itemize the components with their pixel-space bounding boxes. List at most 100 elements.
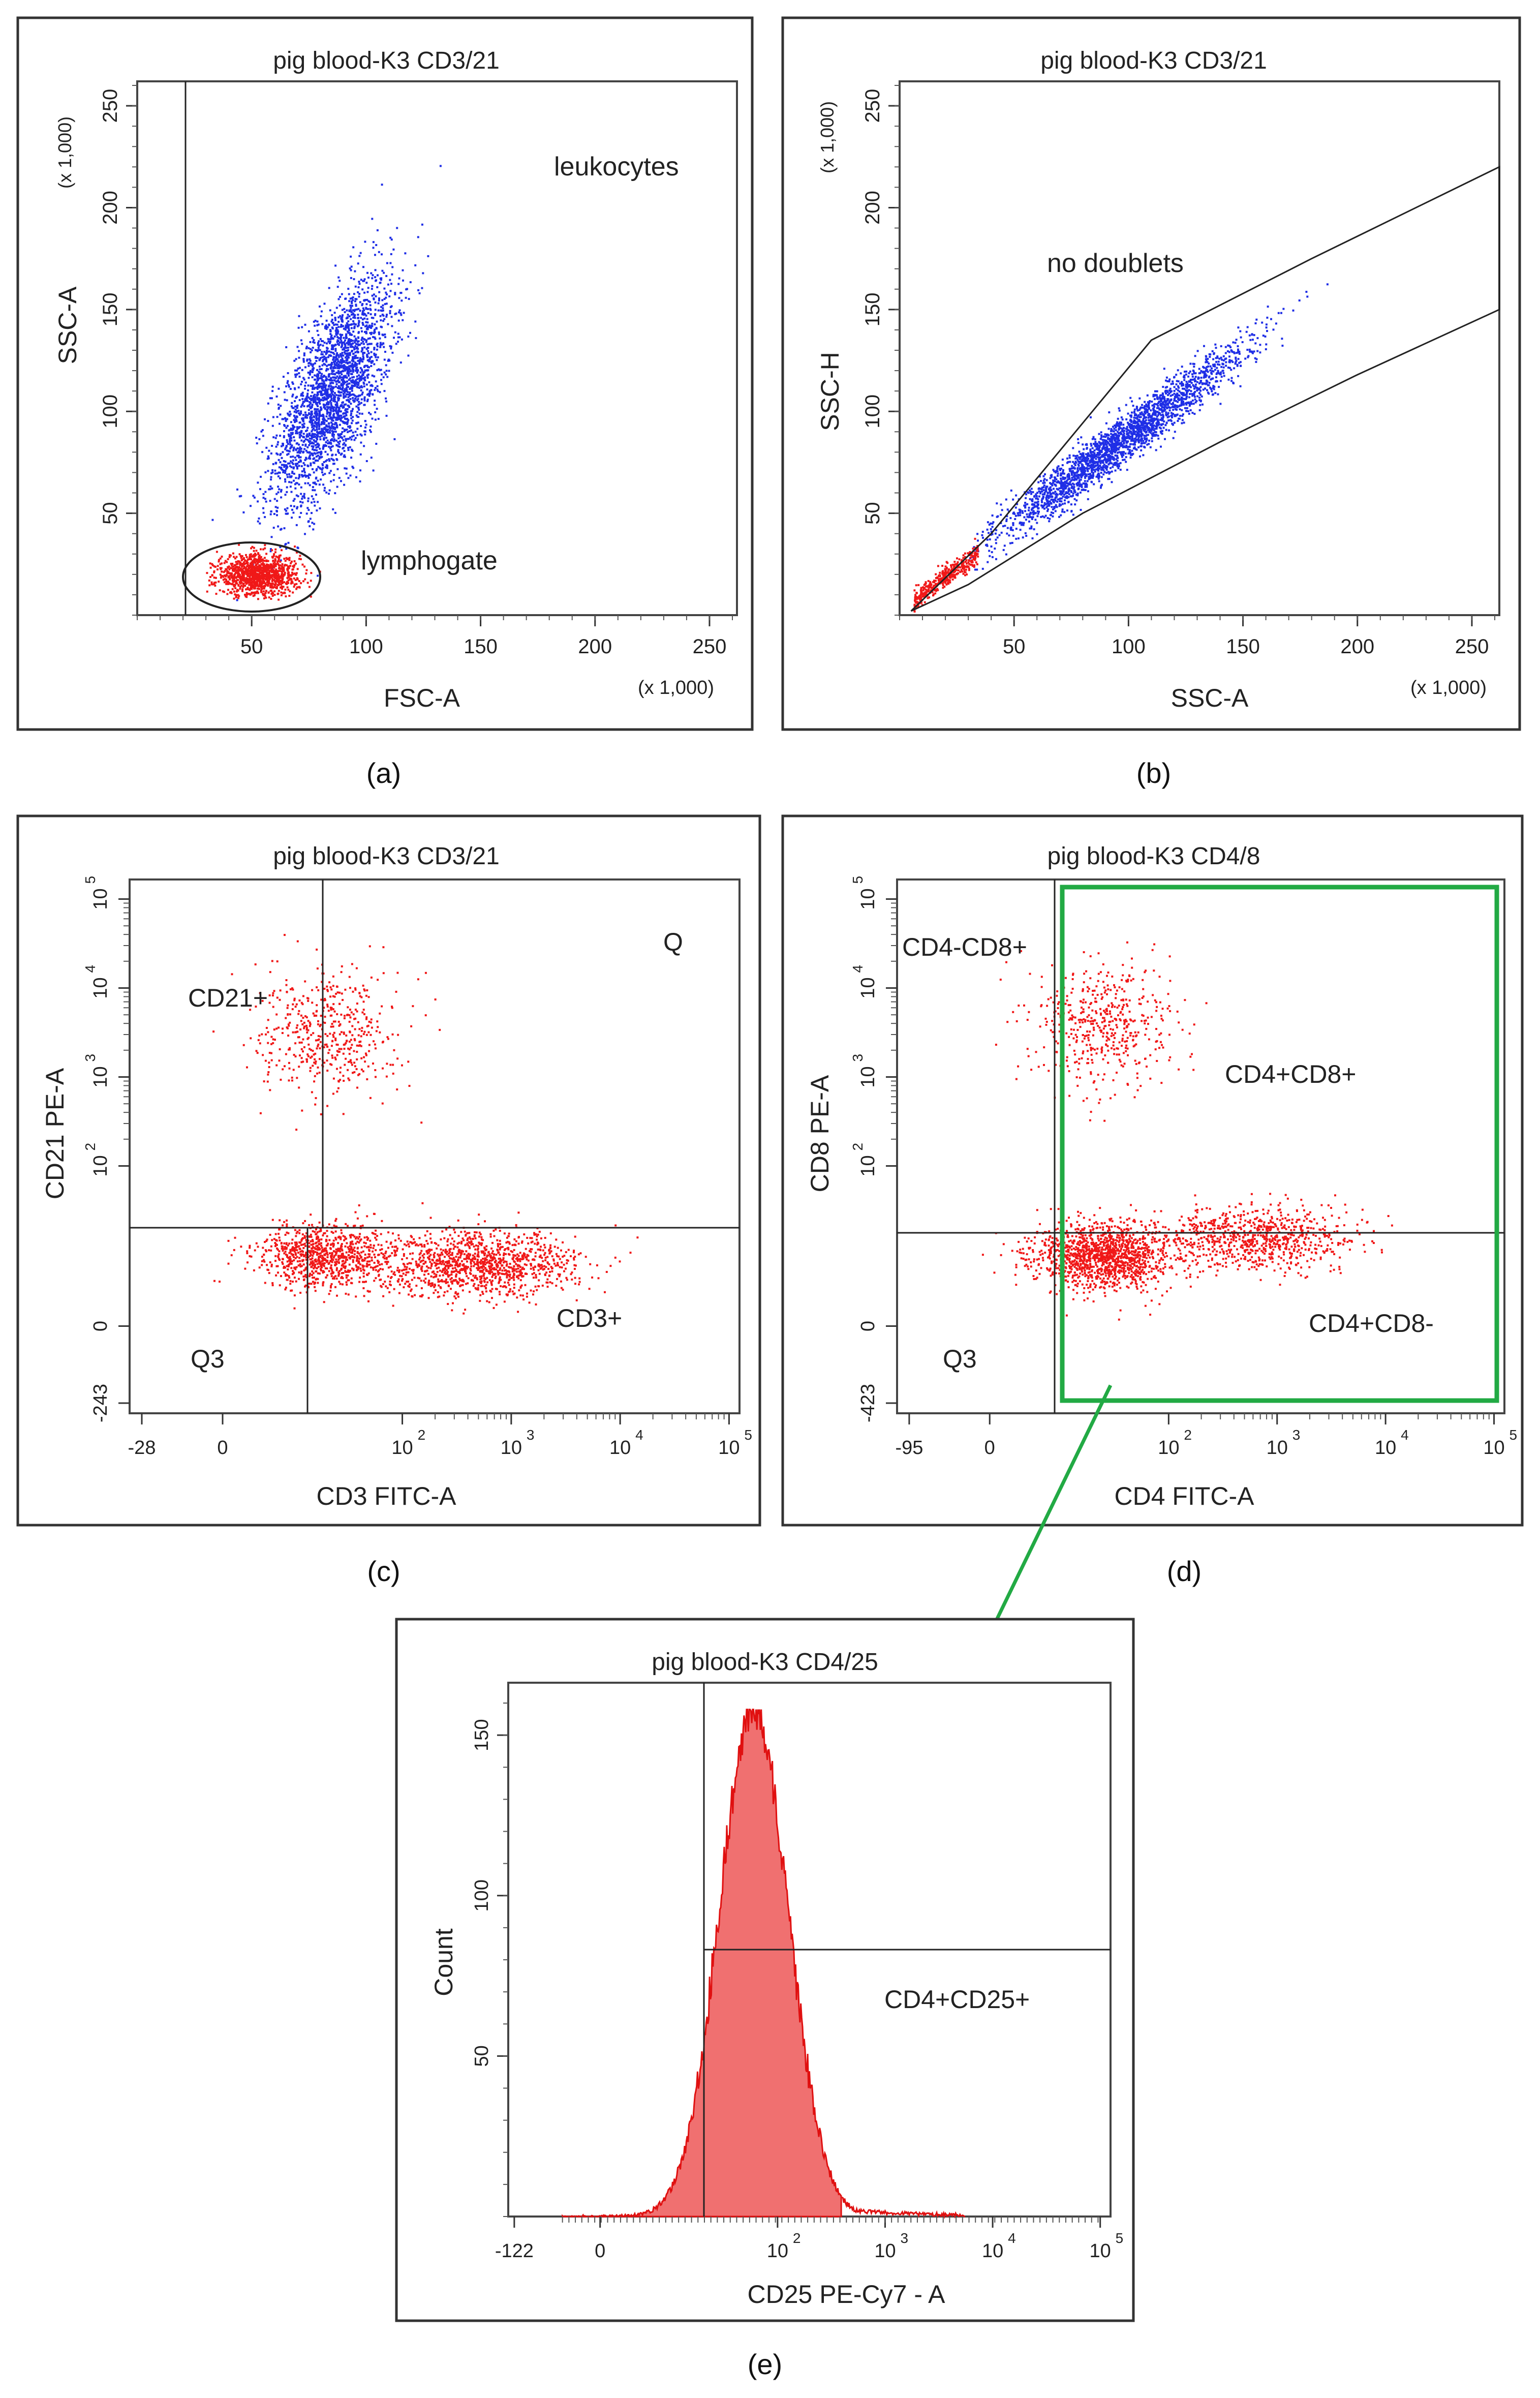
event-dot-leukocyte (331, 362, 333, 364)
event-dot-leukocyte (357, 384, 359, 386)
event-dot-leukocyte (300, 460, 302, 462)
event-dot-leukocyte (357, 407, 359, 409)
event-dot-leukocyte (362, 318, 364, 320)
event-dot-leukocyte (364, 365, 366, 367)
event-dot-leukocyte (366, 272, 368, 274)
event-dot-lymphocyte (215, 582, 217, 584)
event-dot-singlet (1145, 441, 1147, 443)
event-dot-leukocyte (336, 380, 338, 382)
event-dot-singlet (1179, 408, 1181, 410)
event-dot-singlet (1223, 359, 1225, 361)
event-dot-lymphocyte (225, 579, 227, 581)
event-dot-leukocyte (308, 520, 310, 522)
event-dot-lymphocyte (296, 572, 298, 574)
event-dot-leukocyte (314, 505, 316, 507)
event-dot-singlet (1206, 389, 1208, 391)
event-dot-leukocyte (356, 372, 358, 374)
event-dot-lymphocyte (257, 573, 259, 575)
event-dot-singlet (1095, 458, 1097, 460)
event-dot-leukocyte (282, 443, 284, 445)
event-dot-leukocyte (337, 337, 340, 339)
event-dot-leukocyte (372, 295, 374, 297)
event-dot-leukocyte (293, 505, 295, 507)
event-dot-leukocyte (389, 237, 391, 239)
event-dot-leukocyte (363, 338, 365, 340)
event-dot-leukocyte (311, 391, 313, 393)
event-dot-leukocyte (324, 490, 326, 492)
event-dot-leukocyte (315, 349, 317, 351)
event-dot-leukocyte (319, 306, 321, 308)
event-dot-singlet (1057, 475, 1059, 477)
event-dot-leukocyte (325, 353, 327, 355)
event-dot-lymphocyte (220, 573, 222, 575)
event-dot-leukocyte (366, 291, 368, 293)
event-dot-leukocyte (390, 348, 392, 350)
event-dot-leukocyte (350, 414, 352, 416)
event-dot-singlet (987, 561, 989, 563)
event-dot-leukocyte (347, 371, 349, 373)
event-dot-leukocyte (356, 422, 358, 424)
event-dot-singlet (1172, 380, 1174, 382)
event-dot-lymphocyte (224, 581, 226, 583)
event-dot-leukocyte (300, 505, 302, 507)
event-dot-leukocyte (322, 360, 324, 362)
event-dot-lymphocyte (250, 584, 252, 586)
event-dot-leukocyte (331, 326, 333, 328)
event-dot-lymphocyte (239, 588, 241, 590)
event-dot-singlet (1187, 376, 1189, 378)
event-dot-lymphocyte (230, 591, 232, 593)
event-dot-leukocyte (333, 373, 335, 375)
event-dot-leukocyte (288, 435, 290, 437)
event-dot-singlet (1042, 475, 1044, 477)
event-dot-leukocyte (312, 347, 314, 349)
event-dot-leukocyte (316, 402, 318, 404)
event-dot-leukocyte (375, 269, 377, 271)
event-dot-singlet (1036, 515, 1038, 517)
panel-a-label-lymphogate: lymphogate (361, 546, 498, 575)
event-dot-leukocyte (298, 386, 300, 388)
event-dot-leukocyte (343, 382, 345, 384)
event-dot-leukocyte (377, 275, 379, 277)
panel-a-title: pig blood-K3 CD3/21 (273, 47, 500, 74)
event-dot-leukocyte (319, 448, 321, 450)
event-dot-leukocyte (272, 416, 274, 418)
panel-a-y-multiplier: (x 1,000) (54, 116, 75, 189)
event-dot-leukocyte (271, 488, 273, 490)
event-dot-leukocyte (279, 423, 281, 425)
event-dot-leukocyte (306, 507, 309, 509)
event-dot-leukocyte (342, 439, 344, 441)
event-dot-leukocyte (366, 369, 368, 371)
event-dot-lymphocyte (255, 574, 257, 576)
event-dot-leukocyte (278, 492, 280, 494)
event-dot-lymphocyte (236, 591, 238, 593)
event-dot-leukocyte (361, 393, 363, 396)
event-dot-leukocyte (303, 470, 305, 472)
event-dot-leukocyte (303, 352, 305, 354)
event-dot-leukocyte (312, 422, 314, 424)
event-dot-leukocyte (361, 330, 363, 332)
event-dot-singlet (1006, 533, 1008, 535)
event-dot-singlet (1060, 487, 1062, 489)
event-dot-leukocyte (334, 317, 336, 319)
event-dot-leukocyte (271, 397, 273, 399)
event-dot-leukocyte (387, 284, 389, 286)
event-dot-singlet (1235, 342, 1237, 344)
event-dot-lymphocyte (295, 583, 297, 585)
event-dot-leukocyte (374, 389, 376, 391)
event-dot-leukocyte (330, 388, 332, 390)
event-dot-lymphocyte (284, 573, 286, 575)
event-dot-singlet (1019, 512, 1021, 514)
event-dot-leukocyte (363, 343, 365, 345)
event-dot-leukocyte (364, 427, 366, 429)
event-dot-leukocyte (325, 388, 327, 390)
event-dot-leukocyte (321, 323, 323, 325)
event-dot-lymphocyte (217, 568, 219, 570)
event-dot-leukocyte (295, 432, 297, 434)
event-dot-singlet (1121, 416, 1123, 418)
event-dot-leukocyte (267, 403, 269, 405)
event-dot-leukocyte (414, 264, 416, 266)
event-dot-singlet (1093, 436, 1095, 438)
event-dot-leukocyte (349, 361, 351, 363)
event-dot-leukocyte (358, 374, 360, 376)
event-dot-leukocyte (316, 456, 318, 458)
